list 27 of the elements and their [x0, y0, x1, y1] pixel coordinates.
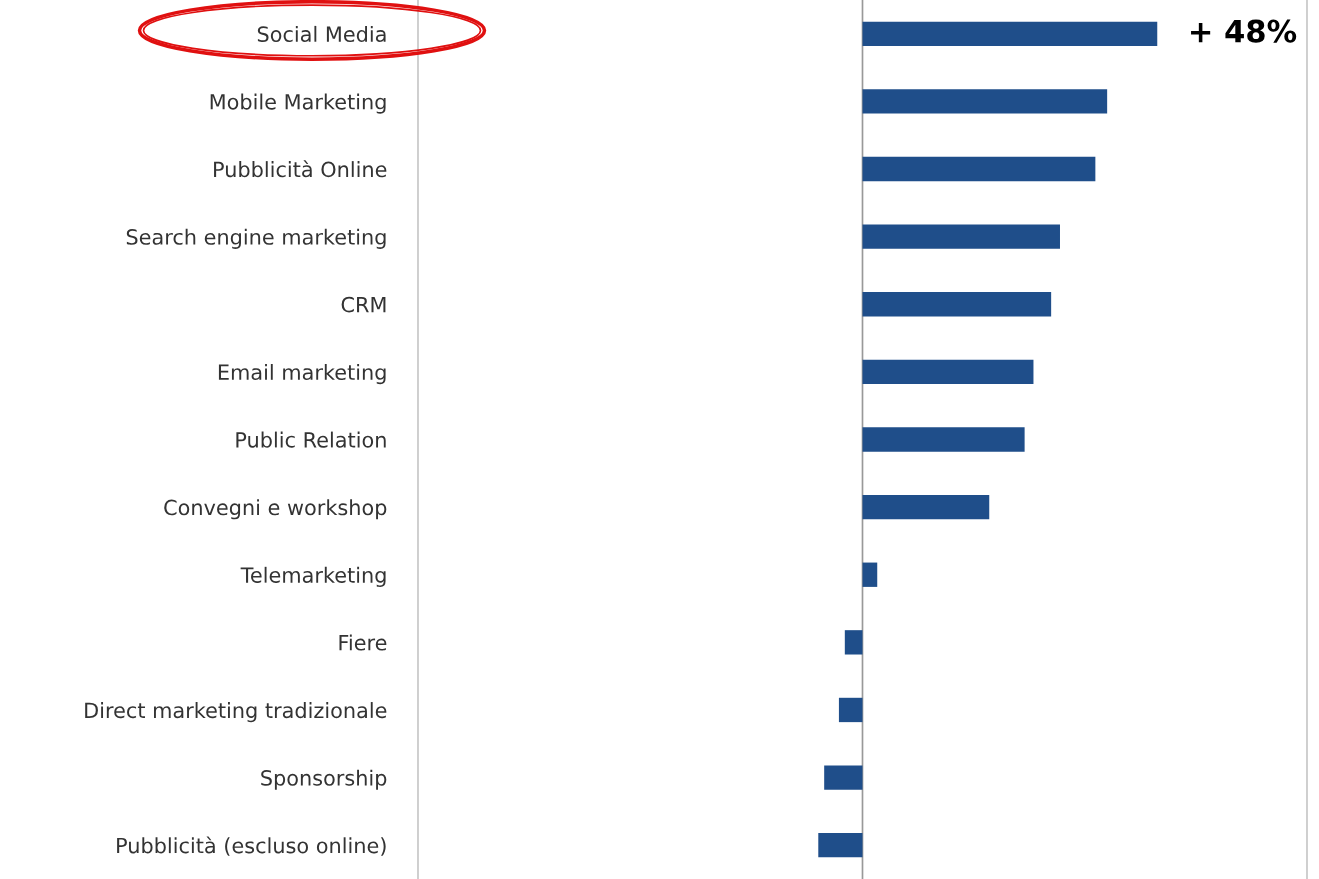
annotation: + 48%: [1191, 19, 1297, 43]
bar: [862, 427, 1025, 452]
y-tick-label: Telemarketing: [240, 566, 386, 587]
bar: [862, 359, 1034, 385]
y-tick-label: Search engine marketing: [126, 228, 386, 249]
bar: [862, 562, 878, 587]
y-tick-label: Pubblicità Online: [214, 160, 387, 178]
y-tick-label: Mobile Marketing: [210, 93, 386, 114]
y-tick-label: Sponsorship: [261, 769, 387, 790]
bar: [824, 765, 863, 790]
bar: [862, 224, 1060, 249]
y-tick-label: Fiere: [339, 634, 387, 651]
y-tick-label: Direct marketing tradizionale: [85, 702, 387, 723]
bar: [862, 292, 1052, 317]
bar: [862, 156, 1096, 182]
bar: [818, 833, 863, 858]
y-tick-label: Public Relation: [236, 431, 386, 448]
y-tick-label: Social Media: [257, 25, 386, 43]
bar: [838, 697, 863, 723]
y-tick-label: CRM: [341, 296, 386, 313]
bar: [862, 494, 990, 520]
y-tick-label: Convegni e workshop: [164, 499, 387, 520]
y-tick-label: Pubblicità (escluso online): [117, 836, 386, 856]
bar: [862, 21, 1158, 46]
y-tick-label: Email marketing: [218, 363, 386, 385]
bar: [844, 630, 863, 655]
bar: [862, 89, 1108, 114]
